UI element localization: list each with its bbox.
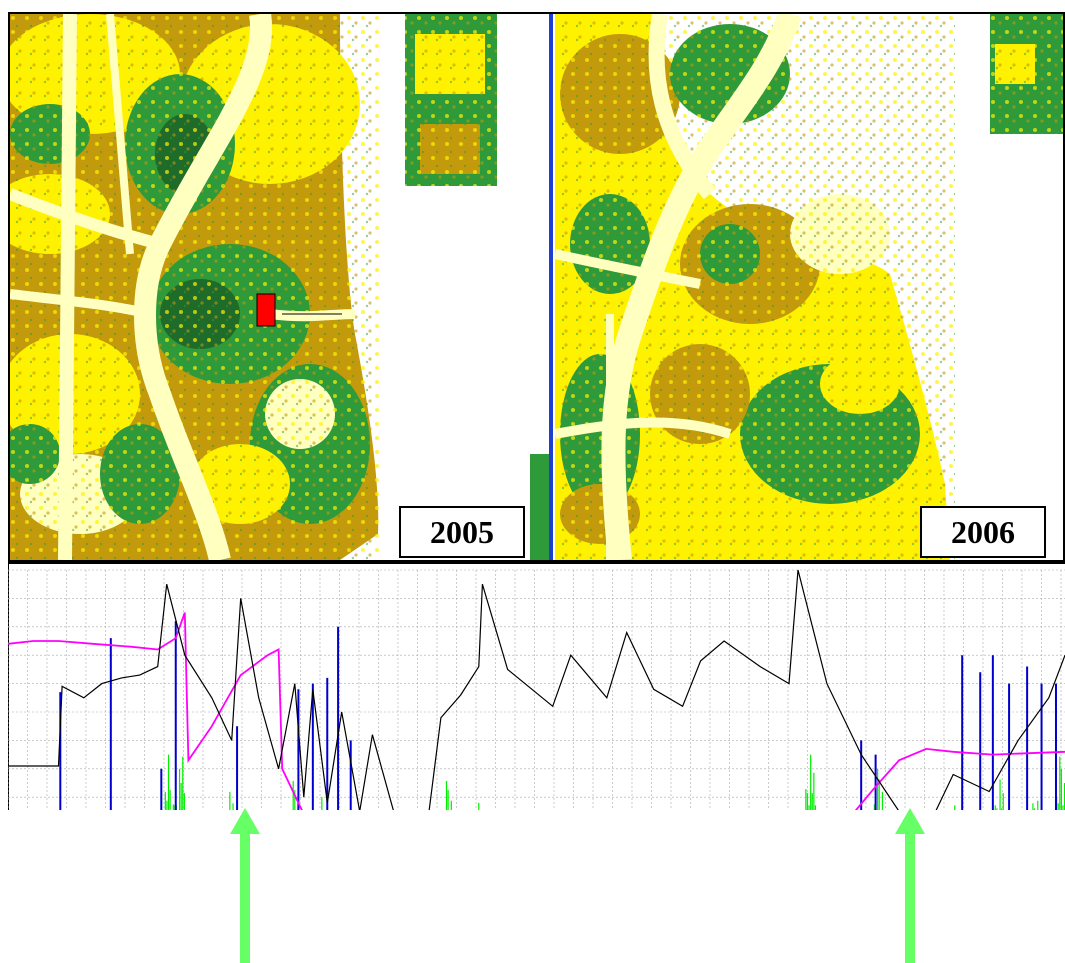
aerial-maps (10, 14, 1063, 560)
panel-divider (549, 14, 553, 560)
map-panels: 2005 2006 (8, 12, 1065, 562)
chart-svg: 1/02/200513/03/200522/04/200501/06/20051… (8, 562, 1065, 810)
location-marker (257, 294, 275, 326)
year-label-2005: 2005 (399, 506, 525, 558)
map-2006 (555, 14, 1063, 560)
arrow-up-icon (228, 808, 262, 963)
arrow-up-icon (893, 808, 927, 963)
year-label-2006: 2006 (920, 506, 1046, 558)
map-2005 (10, 14, 550, 560)
time-series-chart: 1/02/200513/03/200522/04/200501/06/20051… (8, 562, 1065, 810)
